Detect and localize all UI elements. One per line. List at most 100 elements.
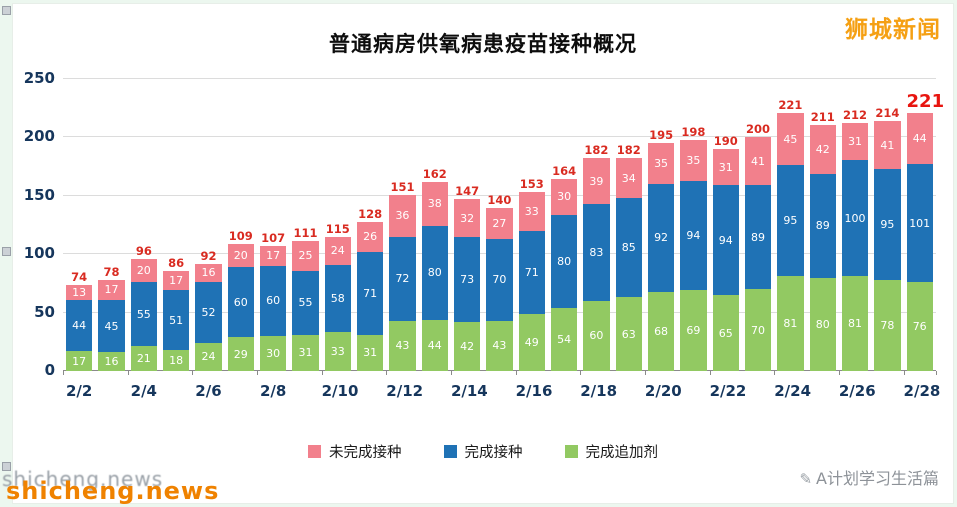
bar-column: 212 31 100 81 [839,79,871,371]
bar-column: 147 32 73 42 [451,79,483,371]
x-axis-label: 2/4 [130,382,157,400]
bar-segment-not-fully-vaccinated: 49 [518,313,545,371]
bar-segment-not-fully-vaccinated: 33 [324,332,351,371]
bar-segment-fully-vaccinated: 100 [841,159,869,277]
bar-segment-fully-vaccinated: 94 [712,185,739,296]
bar-column: 115 24 58 33 [322,79,354,371]
bar-column: 162 38 80 44 [419,79,451,371]
bar-segment-fully-vaccinated: 83 [583,203,610,301]
bar-segment-fully-vaccinated: 44 [66,299,93,352]
bar-column: 182 39 83 60 [580,79,612,371]
bar-segment-fully-vaccinated: 85 [615,198,642,298]
bar-column: 151 36 72 43 [386,79,418,371]
bar-column: 214 41 95 78 [871,79,903,371]
bar-column: 78 17 45 16 [95,79,127,371]
x-axis-label [483,382,515,404]
bar-segment-not-fully-vaccinated: 63 [615,297,642,371]
x-axis-label [225,382,257,404]
bar-column: 96 20 55 21 [128,79,160,371]
bar-column: 74 13 44 17 [63,79,95,371]
bar-segment-booster-done: 13 [66,284,93,300]
selection-handle[interactable] [2,462,11,471]
bar-column: 221 45 95 81 [774,79,806,371]
x-axis-label [548,382,580,404]
bar-segment-not-fully-vaccinated: 17 [66,351,93,371]
x-axis-label: 2/28 [903,382,941,400]
x-axis-label: 2/22 [709,382,747,400]
x-axis-label [807,382,839,404]
gridline [63,78,936,79]
y-axis-label: 150 [23,185,55,204]
x-axis-label: 2/12 [386,382,424,400]
x-axis-tick [192,371,194,375]
legend-item: 未完成接种 [308,441,402,462]
bar-segment-booster-done: 38 [421,181,448,227]
bar-segment-not-fully-vaccinated: 68 [647,291,675,371]
watermark-bottom-right-label: A计划学习生活篇 [816,469,939,488]
bar-segment-fully-vaccinated: 71 [356,251,384,335]
bar-total-label: 151 [390,179,415,194]
x-axis: 2/2 2/4 2/6 2/8 2/10 2/12 2/14 2/16 2/18 2/20 2/22… [63,382,941,404]
bar-segment-not-fully-vaccinated: 60 [583,300,610,371]
bar-segment-not-fully-vaccinated: 18 [162,349,190,371]
bar-total-label: 195 [649,128,674,143]
x-axis-tick [515,371,517,375]
bar-total-label: 140 [487,192,512,207]
bar-segment-not-fully-vaccinated: 54 [550,307,578,371]
bar-segment-booster-done: 41 [874,121,901,169]
bar-total-label: 74 [71,269,88,284]
bar-total-label: 214 [875,106,900,121]
x-axis-label: 2/18 [580,382,618,400]
bar-segment-not-fully-vaccinated: 31 [292,334,319,371]
gridline [63,194,936,196]
bar-segment-fully-vaccinated: 80 [421,226,448,320]
bar-segment-not-fully-vaccinated: 30 [259,335,287,371]
x-axis-label [354,382,386,404]
legend-swatch [564,445,578,458]
bar-total-label: 115 [325,221,350,236]
bar-total-label: 128 [358,206,383,221]
bar-segment-not-fully-vaccinated: 43 [389,320,416,371]
bar-total-label: 164 [552,164,577,179]
x-axis-tick [774,371,776,375]
bar-segment-not-fully-vaccinated: 43 [486,320,513,371]
bar-segment-fully-vaccinated: 95 [777,165,804,277]
bar-segment-booster-done: 30 [550,179,578,215]
bar-segment-not-fully-vaccinated: 65 [712,295,739,371]
x-axis-label: 2/14 [450,382,488,400]
bar-segment-booster-done: 35 [680,139,707,181]
x-axis-tick [63,371,64,375]
bar-segment-booster-done: 17 [259,246,287,266]
bar-segment-fully-vaccinated: 58 [324,264,351,333]
watermark-bottom-right: ✎ A计划学习生活篇 [799,465,939,489]
pen-icon: ✎ [799,470,813,488]
bar-total-label: 182 [584,143,609,158]
gridline [63,136,936,138]
x-axis-label: 2/24 [774,382,812,400]
legend: 未完成接种 完成接种 完成追加剂 [13,441,953,462]
bar-segment-booster-done: 16 [195,263,222,283]
bar-segment-not-fully-vaccinated: 24 [195,342,222,371]
watermark-bottom-left-echo: shicheng.news [2,467,164,491]
bar-column: 182 34 85 63 [613,79,645,371]
bar-total-label: 200 [746,122,771,137]
legend-label: 完成接种 [464,445,523,461]
bar-total-label: 182 [616,143,641,158]
bar-segment-fully-vaccinated: 55 [292,270,319,335]
bar-column: 86 17 51 18 [160,79,192,371]
selection-handle[interactable] [2,6,11,15]
x-axis-label: 2/10 [321,382,359,400]
selection-handle[interactable] [2,247,11,256]
bar-segment-booster-done: 41 [744,137,772,186]
bar-segment-booster-done: 42 [809,124,836,174]
x-axis-label: 2/20 [644,382,682,400]
bar-total-label: 221 [778,97,803,112]
bar-segment-booster-done: 39 [583,158,610,204]
x-axis-label: 2/26 [838,382,876,400]
bar-segment-fully-vaccinated: 45 [98,299,125,353]
bar-total-label: 86 [168,255,185,270]
bar-segment-booster-done: 35 [647,143,675,185]
bar-segment-fully-vaccinated: 89 [809,173,836,278]
x-axis-label [613,382,645,404]
bar-total-label: 221 [906,90,945,112]
